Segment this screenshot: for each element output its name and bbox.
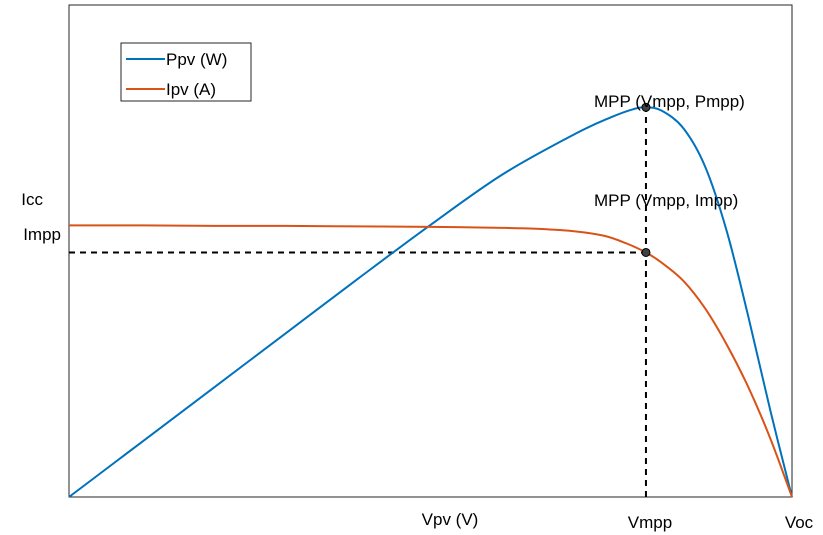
legend-label-ppv: Ppv (W) — [166, 50, 227, 69]
mpp-points — [641, 102, 651, 257]
legend-label-ipv: Ipv (A) — [166, 80, 216, 99]
mpp-power-label: MPP (Vmpp, Pmpp) — [594, 92, 745, 111]
y-tick-label-icc: Icc — [21, 190, 43, 209]
legend-box — [120, 42, 252, 102]
reference-lines — [69, 107, 647, 497]
y-tick-label-impp: Impp — [23, 225, 61, 244]
legend: Ppv (W) Ipv (A) — [120, 42, 252, 102]
series-line-ipv — [68, 224, 793, 498]
x-tick-label-voc: Voc — [785, 513, 814, 532]
x-axis-label: Vpv (V) — [422, 510, 479, 529]
mpp-power-point — [641, 102, 651, 112]
mpp-current-label: MPP (Vmpp, Impp) — [594, 191, 738, 210]
x-tick-label-vmpp: Vmpp — [628, 513, 672, 532]
series-lines — [68, 106, 793, 498]
mpp-current-point — [641, 247, 651, 257]
series-line-ppv — [68, 106, 793, 498]
